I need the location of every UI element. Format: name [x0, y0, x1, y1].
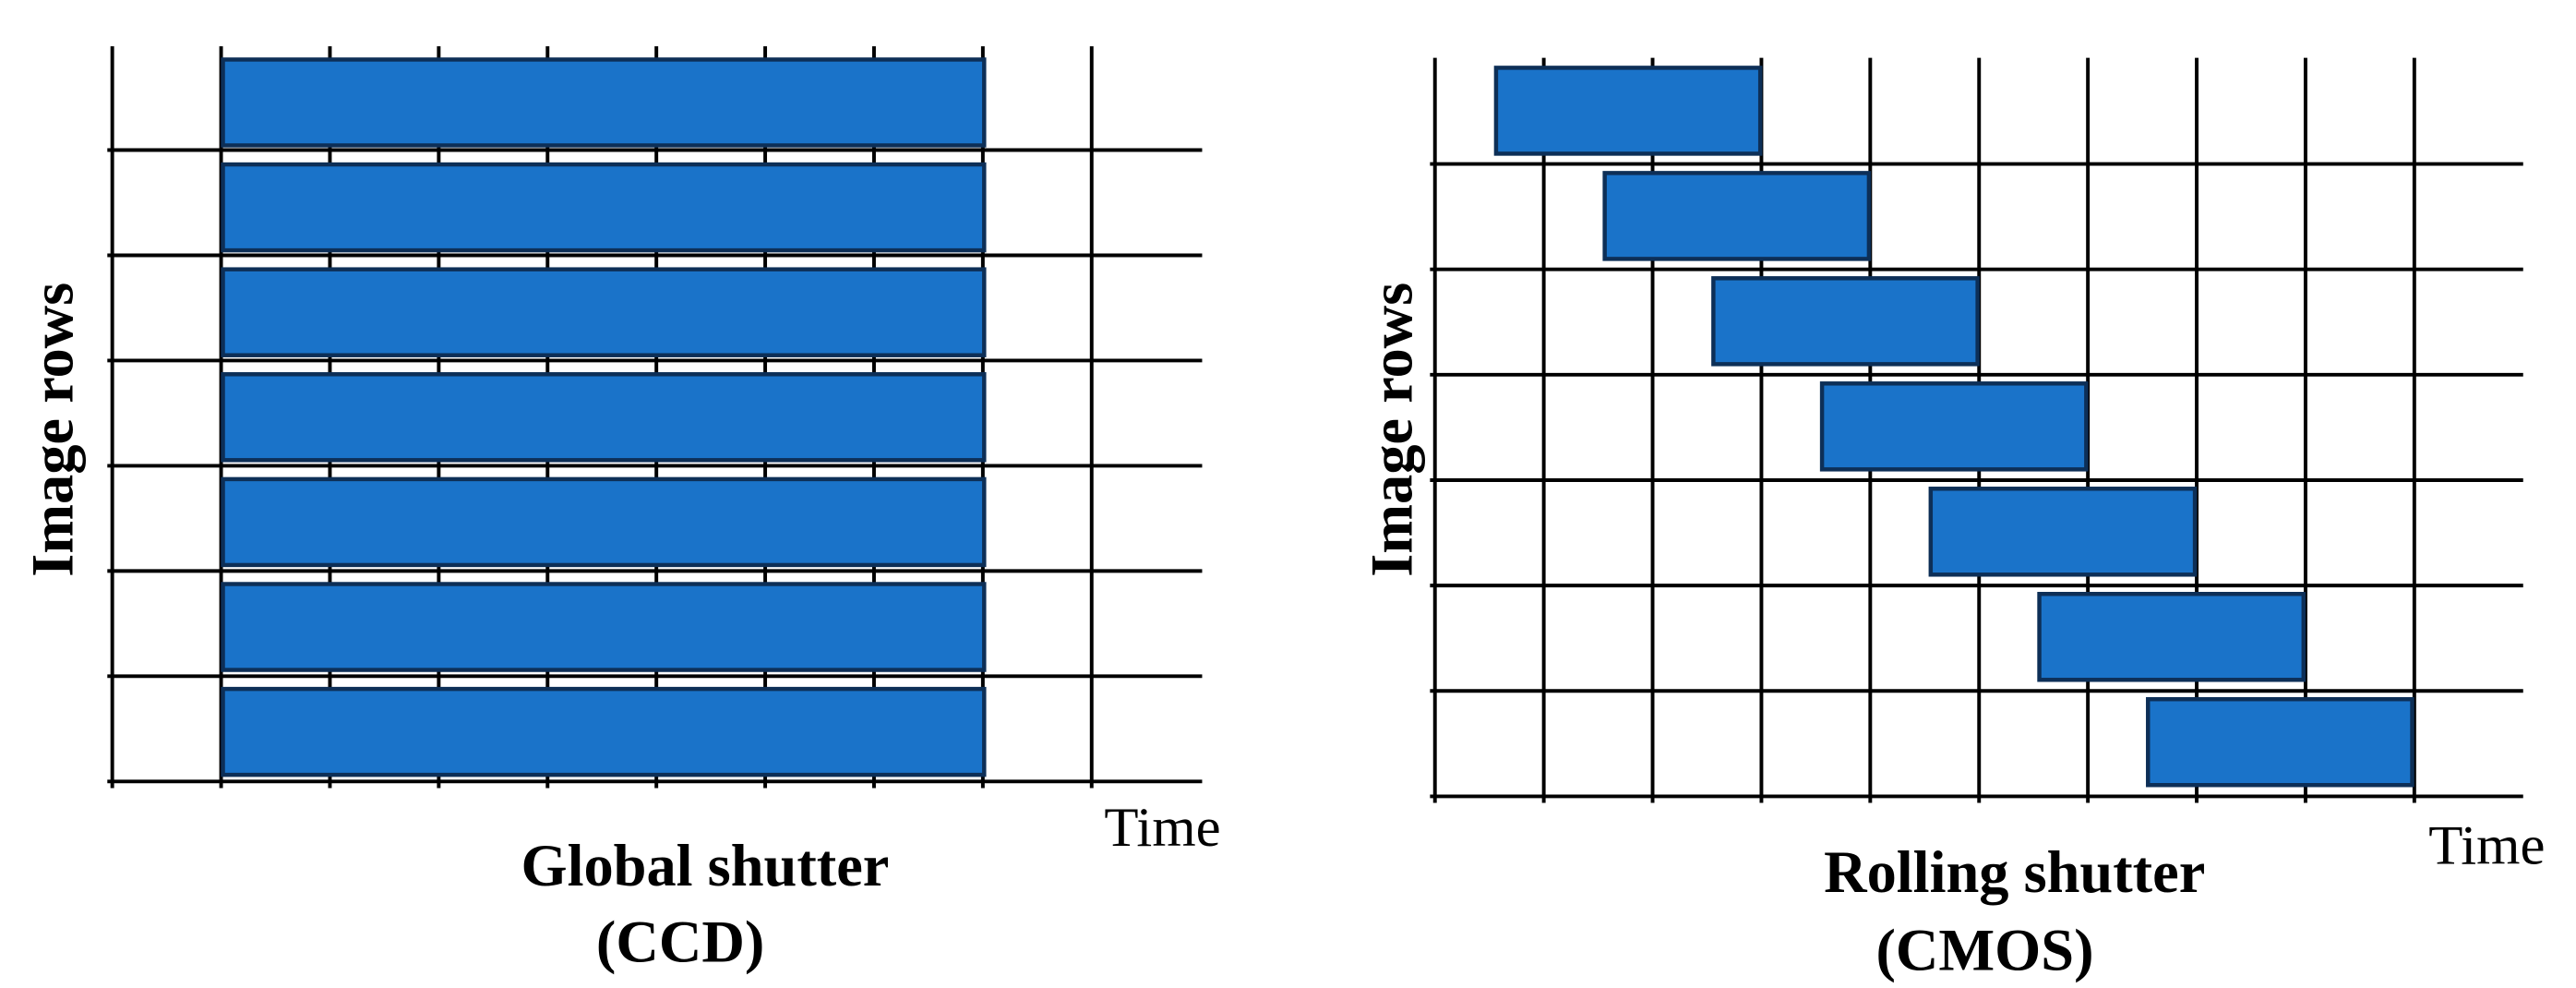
exposure-bar	[2037, 592, 2306, 682]
exposure-bar	[221, 162, 987, 253]
exposure-bar	[221, 267, 987, 357]
global-shutter-panel: Image rows Time Global shutter (CCD)	[20, 46, 1221, 974]
exposure-bar	[221, 582, 987, 672]
exposure-bar	[2146, 696, 2414, 788]
exposure-bar	[1928, 487, 2198, 577]
exposure-bar	[221, 57, 987, 148]
exposure-bar	[221, 372, 987, 463]
exposure-bar	[1493, 66, 1763, 156]
x-axis-label: Time	[2428, 815, 2545, 877]
panel-title: Global shutter	[521, 833, 890, 898]
exposure-bar	[221, 686, 987, 777]
y-axis-label: Image rows	[1360, 283, 1425, 577]
y-axis-label: Image rows	[20, 283, 86, 577]
panel-subtitle: (CCD)	[596, 909, 764, 974]
panel-title: Rolling shutter	[1824, 839, 2205, 905]
exposure-bar	[1819, 381, 2089, 472]
x-axis-label: Time	[1104, 797, 1220, 859]
rolling-shutter-panel: Image rows Time Rolling shutter (CMOS)	[1360, 57, 2545, 982]
exposure-bar	[221, 476, 987, 568]
panel-subtitle: (CMOS)	[1875, 917, 2093, 982]
exposure-bar	[1602, 171, 1872, 261]
exposure-bar	[1711, 276, 1980, 367]
